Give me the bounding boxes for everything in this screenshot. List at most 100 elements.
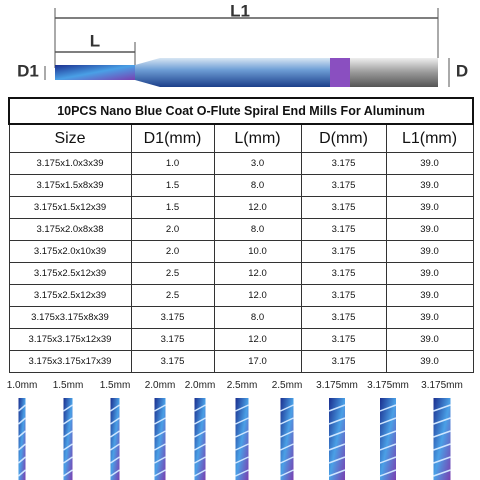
table-cell: 2.5 bbox=[130, 284, 215, 307]
bit-label: 2.5mm bbox=[226, 380, 258, 391]
flute-highlight bbox=[235, 456, 249, 464]
table-cell: 1.5 bbox=[130, 174, 215, 197]
flute-highlight bbox=[328, 404, 346, 412]
flute-highlight bbox=[379, 469, 397, 477]
column-header: L1(mm) bbox=[385, 123, 474, 153]
dimension-label: L bbox=[90, 31, 100, 50]
flute-highlight bbox=[235, 404, 249, 412]
table-cell: 3.175 bbox=[300, 350, 387, 373]
table-cell: 3.175x3.175x12x39 bbox=[8, 328, 132, 351]
flute-highlight bbox=[18, 417, 26, 425]
table-cell: 39.0 bbox=[385, 328, 474, 351]
table-cell: 2.5 bbox=[130, 262, 215, 285]
flute-highlight bbox=[154, 443, 166, 451]
table-cell: 3.0 bbox=[213, 152, 302, 175]
table-row: 3.175x2.5x12x39 2.5 12.0 3.175 39.0 bbox=[8, 284, 474, 307]
table-row: 3.175x2.0x8x38 2.0 8.0 3.175 39.0 bbox=[8, 218, 474, 241]
table-cell: 1.0 bbox=[130, 152, 215, 175]
flute-highlight bbox=[280, 430, 294, 438]
end-mill-drawing: L1 L D1 D bbox=[17, 1, 468, 87]
table-cell: 3.175 bbox=[300, 328, 387, 351]
flute-highlight bbox=[280, 443, 294, 451]
flute-highlight bbox=[433, 404, 451, 412]
flute-highlight bbox=[379, 456, 397, 464]
table-cell: 39.0 bbox=[385, 196, 474, 219]
table-cell: 39.0 bbox=[385, 350, 474, 373]
table-cell: 39.0 bbox=[385, 284, 474, 307]
column-header: D1(mm) bbox=[130, 123, 215, 153]
flute-highlight bbox=[328, 443, 346, 451]
table-cell: 8.0 bbox=[213, 174, 302, 197]
table-row: 3.175x3.175x17x39 3.175 17.0 3.175 39.0 bbox=[8, 350, 474, 373]
table-row: 3.175x3.175x12x39 3.175 12.0 3.175 39.0 bbox=[8, 328, 474, 351]
bit-photo bbox=[329, 398, 345, 480]
table-cell: 12.0 bbox=[213, 262, 302, 285]
flute-highlight bbox=[194, 469, 206, 477]
flute-highlight bbox=[154, 456, 166, 464]
flute-highlight bbox=[235, 469, 249, 477]
table-cell: 2.0 bbox=[130, 218, 215, 241]
table-cell: 3.175x2.5x12x39 bbox=[8, 284, 132, 307]
bit-label: 2.0mm bbox=[184, 380, 216, 391]
flute-highlight bbox=[18, 430, 26, 438]
table-cell: 3.175 bbox=[300, 174, 387, 197]
bit-photo bbox=[18, 398, 26, 480]
table-cell: 3.175x1.5x12x39 bbox=[8, 196, 132, 219]
flute-highlight bbox=[154, 417, 166, 425]
flute-highlight bbox=[110, 430, 120, 438]
dimension-label: L1 bbox=[230, 1, 250, 20]
flute-highlight bbox=[194, 417, 206, 425]
bit-photo bbox=[235, 398, 249, 480]
table-cell: 3.175 bbox=[130, 306, 215, 329]
flute-highlight bbox=[194, 443, 206, 451]
table-cell: 12.0 bbox=[213, 196, 302, 219]
flute-highlight bbox=[63, 417, 73, 425]
bit-photo bbox=[380, 398, 396, 480]
flute-highlight bbox=[110, 469, 120, 477]
spec-table: 10PCS Nano Blue Coat O-Flute Spiral End … bbox=[7, 97, 475, 373]
flute-highlight bbox=[235, 417, 249, 425]
table-cell: 39.0 bbox=[385, 152, 474, 175]
flute-highlight bbox=[18, 443, 26, 451]
bit-label: 3.175mm bbox=[367, 380, 409, 391]
table-cell: 10.0 bbox=[213, 240, 302, 263]
table-cell: 3.175x2.0x8x38 bbox=[8, 218, 132, 241]
bit-label: 1.0mm bbox=[6, 380, 38, 391]
flute-highlight bbox=[328, 456, 346, 464]
flute-highlight bbox=[63, 443, 73, 451]
flute-highlight bbox=[63, 469, 73, 477]
bit-photo bbox=[154, 398, 166, 480]
flute-highlight bbox=[433, 417, 451, 425]
table-cell: 17.0 bbox=[213, 350, 302, 373]
flute-highlight bbox=[63, 404, 73, 412]
flute-highlight bbox=[154, 469, 166, 477]
flute-highlight bbox=[280, 404, 294, 412]
flute-highlight bbox=[154, 430, 166, 438]
table-cell: 3.175 bbox=[300, 218, 387, 241]
flute-highlight bbox=[328, 417, 346, 425]
table-cell: 3.175x2.5x12x39 bbox=[8, 262, 132, 285]
table-cell: 3.175x1.0x3x39 bbox=[8, 152, 132, 175]
flute-highlight bbox=[110, 443, 120, 451]
flute-highlight bbox=[110, 456, 120, 464]
bit-label: 2.0mm bbox=[144, 380, 176, 391]
table-cell: 2.0 bbox=[130, 240, 215, 263]
dimension-label: D bbox=[456, 61, 468, 80]
table-cell: 39.0 bbox=[385, 218, 474, 241]
flute-highlight bbox=[194, 404, 206, 412]
flute-highlight bbox=[18, 456, 26, 464]
flute-highlight bbox=[433, 456, 451, 464]
table-cell: 1.5 bbox=[130, 196, 215, 219]
table-cell: 3.175 bbox=[130, 328, 215, 351]
table-row: 3.175x2.0x10x39 2.0 10.0 3.175 39.0 bbox=[8, 240, 474, 263]
bit-photos bbox=[18, 398, 451, 480]
flute-highlight bbox=[379, 443, 397, 451]
bit-label: 1.5mm bbox=[52, 380, 84, 391]
flute-highlight bbox=[110, 417, 120, 425]
bit-photo bbox=[194, 398, 206, 480]
flute-highlight bbox=[433, 443, 451, 451]
table-row: 3.175x1.5x12x39 1.5 12.0 3.175 39.0 bbox=[8, 196, 474, 219]
flute-highlight bbox=[433, 430, 451, 438]
